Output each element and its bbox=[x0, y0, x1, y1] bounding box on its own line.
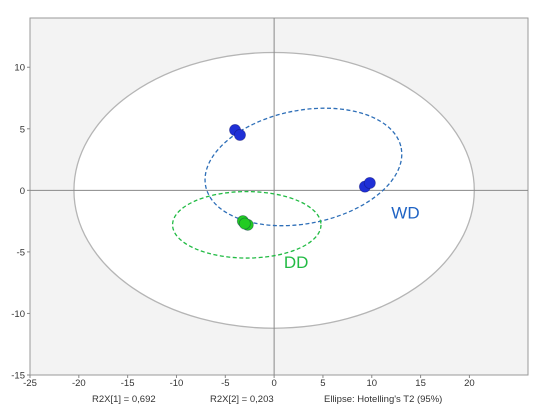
x-tick-label: -25 bbox=[23, 378, 37, 389]
ellipse-dd bbox=[171, 190, 322, 259]
ellipse-note: Ellipse: Hotelling's T2 (95%) bbox=[324, 394, 443, 405]
data-points bbox=[229, 124, 376, 231]
group-label-dd: DD bbox=[284, 253, 309, 272]
r2x2-label: R2X[2] = 0,203 bbox=[210, 394, 274, 405]
y-tick-label: 0 bbox=[20, 186, 25, 197]
point-wd-2 bbox=[233, 128, 246, 141]
y-tick-label: 10 bbox=[14, 63, 25, 74]
group-ellipses bbox=[171, 107, 403, 259]
x-tick-label: 5 bbox=[320, 378, 325, 389]
y-tick-labels: -15 -10 -5 0 5 10 bbox=[11, 63, 30, 382]
y-tick-label: 5 bbox=[20, 124, 25, 135]
ellipse-wd bbox=[204, 107, 403, 227]
point-dd-3 bbox=[238, 217, 251, 230]
r2x1-label: R2X[1] = 0,692 bbox=[92, 394, 156, 405]
group-label-wd: WD bbox=[391, 204, 419, 223]
x-tick-label: 15 bbox=[415, 378, 426, 389]
point-wd-4 bbox=[363, 176, 376, 189]
axis-lines bbox=[30, 18, 528, 375]
y-tick-label: -15 bbox=[11, 371, 25, 382]
x-tick-label: -15 bbox=[121, 378, 135, 389]
x-tick-label: 10 bbox=[366, 378, 377, 389]
x-tick-label: 20 bbox=[464, 378, 475, 389]
group-labels: WD DD bbox=[284, 204, 420, 272]
x-tick-label: -5 bbox=[221, 378, 229, 389]
x-tick-label: -10 bbox=[170, 378, 184, 389]
x-tick-labels: -25 -20 -15 -10 -5 0 5 10 15 20 bbox=[23, 375, 475, 389]
y-tick-label: -10 bbox=[11, 309, 25, 320]
x-tick-label: -20 bbox=[72, 378, 86, 389]
y-tick-label: -5 bbox=[17, 247, 25, 258]
x-tick-label: 0 bbox=[271, 378, 276, 389]
